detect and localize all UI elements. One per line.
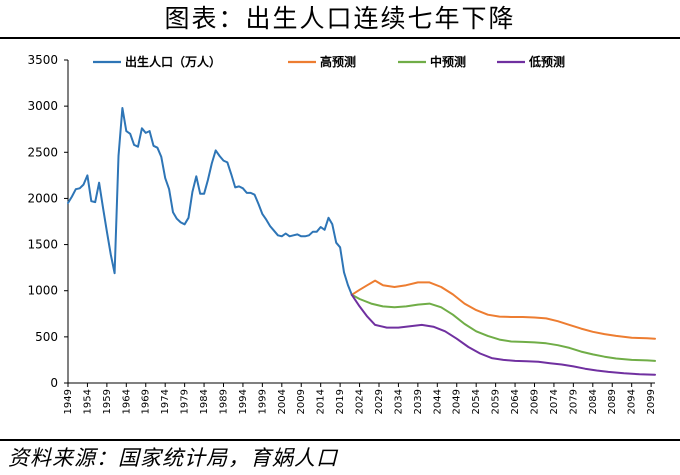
title-divider	[0, 37, 680, 39]
x-tick-label: 2004	[277, 389, 288, 414]
x-tick-label: 1989	[218, 389, 229, 414]
y-tick-label: 3000	[27, 99, 58, 113]
y-axis: 0 500 1000 1500 2000 2500 3000 3500	[27, 53, 69, 390]
line-chart: 0 500 1000 1500 2000 2500 3000 3500 1949 1954 195…	[27, 53, 657, 414]
x-tick-label: 2099	[646, 389, 657, 414]
x-tick-label: 1969	[141, 389, 152, 414]
source-divider	[0, 439, 680, 441]
y-tick-label: 2500	[27, 145, 58, 159]
x-tick-label: 2069	[529, 389, 540, 414]
x-tick-label: 1954	[82, 389, 93, 414]
x-tick-label: 1949	[63, 389, 74, 414]
y-tick-label: 3500	[27, 53, 58, 67]
legend-label-low: 低预测	[528, 54, 565, 69]
x-tick-label: 2034	[393, 389, 404, 414]
x-tick-label: 1979	[180, 389, 191, 414]
x-tick-label: 1999	[257, 389, 268, 414]
x-tick-label: 2089	[607, 389, 618, 414]
x-tick-label: 2049	[452, 389, 463, 414]
series-line-low	[350, 293, 656, 376]
y-tick-label: 2000	[27, 191, 58, 205]
legend: 出生人口（万人） 高预测 中预测 低预测	[93, 54, 565, 69]
legend-label-historical: 出生人口（万人）	[125, 54, 221, 69]
x-tick-label: 1959	[102, 389, 113, 414]
x-tick-label: 2044	[432, 389, 443, 414]
x-tick-label: 2019	[335, 389, 346, 414]
x-tick-label: 1994	[238, 389, 249, 414]
x-tick-label: 2024	[355, 389, 366, 414]
x-tick-label: 2014	[316, 389, 327, 414]
series-line-mid	[350, 293, 656, 362]
x-tick-label: 1964	[121, 389, 132, 414]
series-line-historical	[67, 107, 353, 296]
chart-title: 图表：出生人口连续七年下降	[164, 4, 516, 33]
series-lines	[67, 107, 656, 376]
legend-label-high: 高预测	[320, 54, 356, 69]
x-tick-label: 1984	[199, 389, 210, 414]
x-tick-label: 2094	[627, 389, 638, 414]
y-tick-label: 500	[35, 330, 58, 344]
y-tick-label: 0	[50, 376, 58, 390]
series-line-high	[350, 279, 656, 340]
x-axis: 1949 1954 1959 1964 1969 1974 1979 1984 1989 1994…	[63, 382, 657, 414]
x-tick-label: 2029	[374, 389, 385, 414]
y-tick-label: 1500	[27, 238, 58, 252]
x-tick-label: 2084	[588, 389, 599, 414]
x-tick-label: 2074	[549, 389, 560, 414]
x-tick-label: 2059	[491, 389, 502, 414]
source-note: 资料来源：国家统计局，育娲人口	[8, 446, 338, 470]
y-tick-label: 1000	[27, 284, 58, 298]
x-tick-label: 2039	[413, 389, 424, 414]
x-tick-label: 2064	[510, 389, 521, 414]
x-tick-label: 2054	[471, 389, 482, 414]
x-tick-label: 2009	[296, 389, 307, 414]
x-tick-label: 1974	[160, 389, 171, 414]
legend-label-mid: 中预测	[430, 54, 466, 69]
x-tick-label: 2079	[568, 389, 579, 414]
